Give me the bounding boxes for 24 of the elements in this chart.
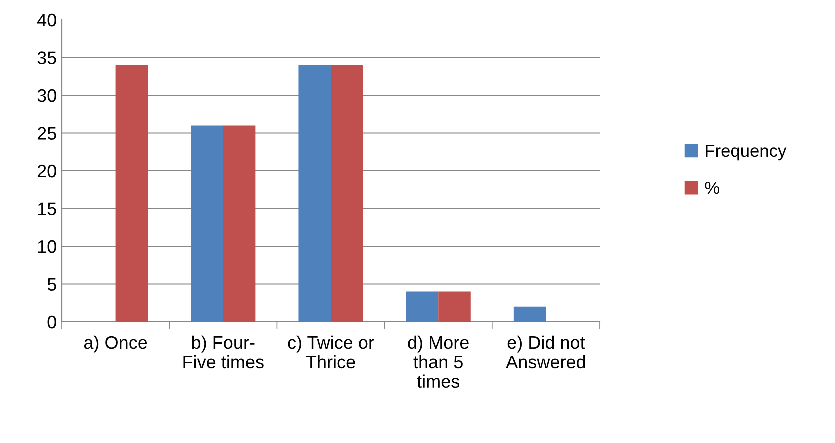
legend-label: Frequency — [706, 145, 787, 161]
x-tick-label: e) Did not Answered — [506, 336, 586, 369]
y-tick-label: 30 — [38, 89, 56, 102]
x-tick-label: d) More than 5 times — [408, 336, 469, 388]
bar — [116, 65, 148, 322]
bar — [223, 126, 256, 322]
y-tick-label: 15 — [38, 202, 56, 216]
y-tick-label: 10 — [38, 240, 56, 254]
y-tick-label: 35 — [38, 52, 56, 64]
x-tick-label: b) Four- Five times — [184, 336, 264, 369]
legend-label: % — [705, 182, 720, 194]
bar — [191, 126, 224, 322]
bar — [438, 292, 471, 322]
x-tick-label: c) Twice or Thrice — [288, 336, 374, 369]
bar — [331, 65, 364, 322]
y-tick-label: 0 — [48, 316, 56, 329]
bar — [514, 306, 546, 322]
x-tick-label: a) Once — [84, 336, 148, 353]
bar — [406, 292, 439, 322]
bar — [298, 65, 331, 322]
y-tick-label: 20 — [38, 164, 56, 178]
y-tick-label: 40 — [37, 14, 56, 27]
y-tick-label: 25 — [38, 127, 56, 140]
y-tick-label: 5 — [48, 278, 56, 291]
